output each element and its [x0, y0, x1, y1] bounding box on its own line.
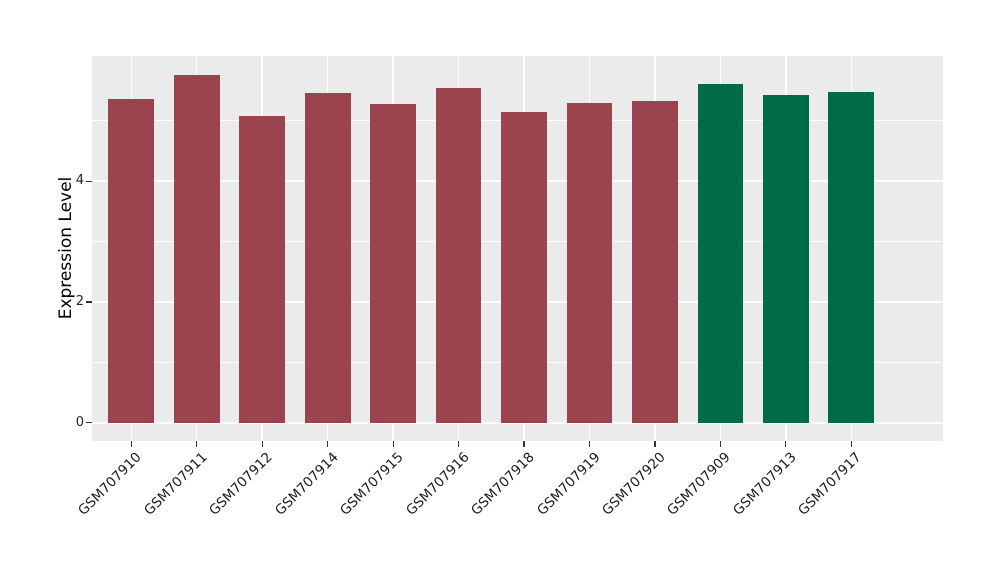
y-tick-mark [86, 301, 92, 303]
x-tick-label: GSM707913 [730, 449, 800, 519]
x-tick-mark [588, 441, 591, 447]
x-tick-mark [327, 441, 329, 447]
x-tick-mark [261, 441, 263, 447]
x-tick-label: GSM707919 [533, 449, 604, 519]
bar-GSM707911 [173, 74, 220, 423]
bar-GSM707915 [370, 103, 417, 423]
x-tick-label: GSM707917 [795, 449, 865, 519]
x-tick-mark [785, 441, 787, 447]
y-tick-label: 4 [75, 173, 84, 189]
plot-panel [92, 56, 943, 441]
x-tick-label: GSM707920 [599, 449, 669, 519]
x-tick-mark [457, 441, 460, 447]
x-tick-label: GSM707912 [206, 449, 276, 519]
y-tick-label: 2 [75, 293, 84, 309]
x-tick-label: GSM707910 [75, 449, 145, 519]
bar-GSM707916 [435, 88, 482, 423]
y-axis-title: Expression Level [56, 176, 76, 320]
bar-GSM707912 [239, 116, 286, 423]
bar-GSM707913 [762, 95, 809, 423]
x-tick-label: GSM707914 [271, 449, 342, 519]
y-gridline-major [92, 422, 943, 424]
x-tick-mark [850, 441, 852, 447]
x-tick-mark [719, 441, 722, 447]
x-tick-mark [392, 441, 394, 447]
x-tick-mark [523, 441, 525, 447]
x-tick-mark [654, 441, 656, 447]
bar-GSM707918 [501, 112, 547, 423]
y-tick-mark [86, 180, 92, 182]
x-tick-label: GSM707918 [468, 449, 538, 519]
x-tick-label: GSM707909 [664, 449, 735, 519]
y-tick-mark [86, 422, 92, 424]
x-tick-label: GSM707916 [402, 449, 473, 519]
bar-GSM707920 [632, 100, 678, 423]
x-tick-label: GSM707915 [337, 449, 407, 519]
bar-GSM707917 [828, 92, 875, 423]
bar-GSM707909 [697, 83, 744, 423]
x-tick-mark [196, 441, 198, 447]
x-tick-label: GSM707911 [140, 449, 211, 519]
x-tick-mark [130, 441, 132, 447]
y-tick-label: 0 [75, 414, 84, 430]
bar-GSM707914 [304, 93, 351, 423]
bar-GSM707919 [566, 103, 613, 423]
bar-GSM707910 [108, 98, 155, 423]
